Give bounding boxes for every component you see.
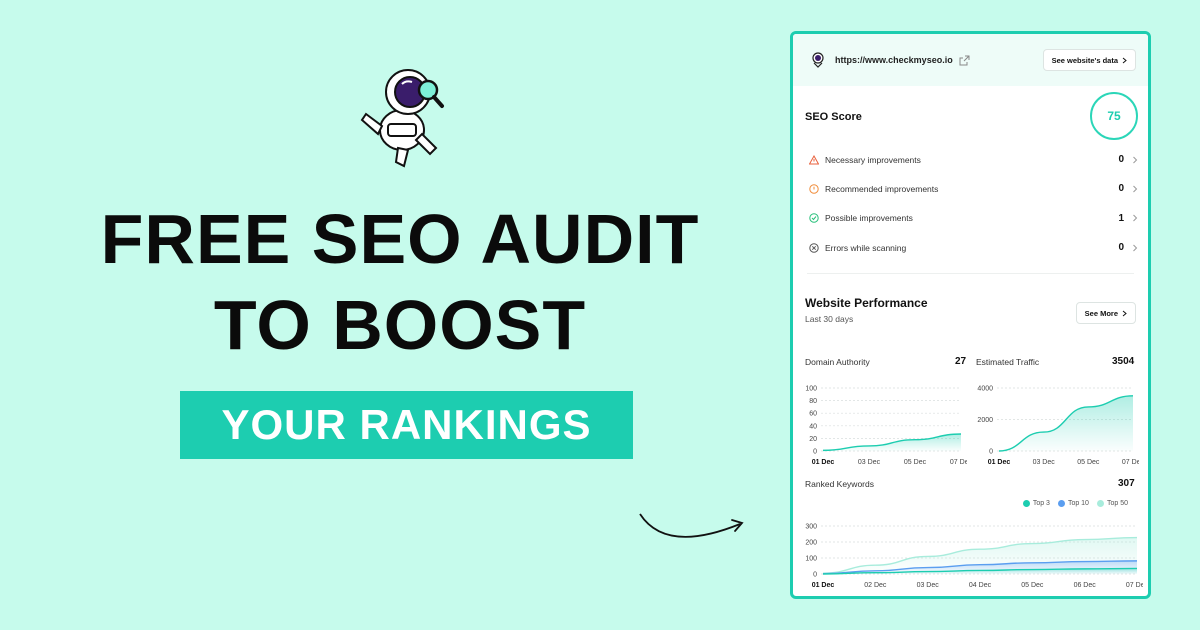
- improvement-label: Recommended improvements: [825, 183, 939, 194]
- alert-circle-icon: [809, 184, 819, 194]
- x-tick-label: 06 Dec: [1074, 582, 1097, 589]
- chevron-right-icon: [1133, 156, 1138, 163]
- y-tick-label: 200: [805, 540, 817, 547]
- domain-authority-chart: 0 20 40 60 80 100 01 Dec 03 Dec 05 Dec 07 Dec: [805, 386, 967, 467]
- y-tick-label: 4000: [977, 386, 993, 393]
- performance-title: Website Performance: [805, 296, 928, 310]
- estimated-traffic-chart: 0 2000 4000 01 Dec 03 Dec 05 Dec 07 Dec: [977, 386, 1139, 467]
- seo-score-row: SEO Score 75: [805, 92, 1138, 142]
- performance-subtitle: Last 30 days: [805, 314, 854, 324]
- x-tick-label: 01 Dec: [812, 459, 835, 466]
- x-tick-label: 02 Dec: [864, 582, 887, 589]
- x-tick-label: 03 Dec: [858, 459, 881, 466]
- keywords-legend: Top 3 Top 10 Top 50: [1022, 500, 1128, 507]
- x-tick-label: 05 Dec: [904, 459, 927, 466]
- x-tick-label: 07 Dec: [1122, 459, 1139, 466]
- seo-score-title: SEO Score: [805, 111, 862, 123]
- chevron-right-icon: [1122, 57, 1127, 63]
- headline-line-1: FREE SEO AUDIT: [100, 200, 700, 278]
- x-circle-icon: [809, 242, 819, 253]
- series-line: [998, 395, 1134, 452]
- astronaut-avatar-icon: [812, 52, 824, 68]
- ranked-keywords-value: 307: [1118, 478, 1135, 489]
- seo-score-ring: 75: [1090, 92, 1138, 140]
- site-url: https://www.checkmyseo.io: [835, 55, 953, 65]
- improvement-recommended[interactable]: Recommended improvements 0: [809, 174, 1138, 203]
- warning-triangle-icon: [809, 154, 819, 165]
- y-tick-label: 40: [809, 423, 817, 430]
- improvement-necessary[interactable]: Necessary improvements 0: [809, 145, 1138, 174]
- estimated-traffic-label: Estimated Traffic: [976, 357, 1040, 367]
- x-tick-label: 01 Dec: [988, 459, 1011, 466]
- legend-label: Top 3: [1032, 500, 1050, 507]
- x-tick-label: 03 Dec: [917, 582, 940, 589]
- seo-dashboard-card: https://www.checkmyseo.io See website's …: [790, 31, 1151, 599]
- x-tick-label: 03 Dec: [1033, 459, 1056, 466]
- x-tick-label: 07 Dec: [1126, 582, 1143, 589]
- estimated-traffic-value: 3504: [1112, 356, 1135, 367]
- x-tick-label: 01 Dec: [812, 582, 835, 589]
- x-tick-label: 04 Dec: [969, 582, 992, 589]
- y-tick-label: 300: [805, 524, 817, 531]
- domain-authority-value: 27: [955, 356, 967, 367]
- legend-label: Top 50: [1106, 500, 1128, 507]
- domain-authority-label: Domain Authority: [805, 357, 870, 367]
- improvement-count: 0: [1118, 242, 1124, 254]
- y-tick-label: 0: [989, 449, 993, 456]
- ranked-keywords-chart: 0 100 200 300 01 Dec 02 Dec 03 Dec 04 Dec 05 Dec…: [805, 524, 1143, 590]
- y-tick-label: 60: [809, 411, 817, 418]
- improvement-count: 1: [1118, 212, 1124, 224]
- curved-arrow-icon: [639, 513, 744, 538]
- legend-top-3: Top 3: [1022, 500, 1050, 507]
- chevron-right-icon: [1122, 310, 1127, 316]
- y-tick-label: 20: [809, 436, 817, 443]
- ranked-keywords-label: Ranked Keywords: [805, 479, 874, 489]
- chevron-right-icon: [1133, 214, 1138, 222]
- legend-top-50: Top 50: [1096, 500, 1128, 507]
- tagline-banner: YOUR RANKINGS: [180, 391, 633, 459]
- see-more-label: See More: [1084, 308, 1118, 318]
- improvement-label: Possible improvements: [825, 213, 913, 224]
- improvement-label: Errors while scanning: [825, 242, 907, 253]
- x-tick-label: 05 Dec: [1021, 582, 1044, 589]
- headline-line-2: TO BOOST: [213, 286, 587, 364]
- astronaut-illustration: [360, 69, 444, 168]
- see-website-data-label: See website's data: [1051, 55, 1118, 65]
- headline: FREE SEO AUDIT TO BOOST: [60, 196, 740, 368]
- series-line: [822, 536, 1138, 574]
- x-tick-label: 05 Dec: [1077, 459, 1100, 466]
- see-website-data-button[interactable]: See website's data: [1042, 49, 1136, 71]
- legend-top-10: Top 10: [1057, 500, 1089, 507]
- y-tick-label: 100: [805, 556, 817, 563]
- series-line: [822, 567, 1138, 575]
- series-line: [822, 560, 1138, 575]
- y-tick-label: 100: [805, 386, 817, 393]
- series-area: [999, 395, 1133, 451]
- card-header: https://www.checkmyseo.io See website's …: [793, 34, 1148, 86]
- x-tick-label: 07 Dec: [950, 459, 967, 466]
- y-tick-label: 80: [809, 398, 817, 405]
- check-circle-icon: [809, 213, 819, 223]
- legend-label: Top 10: [1067, 500, 1089, 507]
- divider: [807, 273, 1134, 274]
- series-line: [822, 433, 962, 452]
- improvement-possible[interactable]: Possible improvements 1: [809, 204, 1138, 233]
- external-link-icon[interactable]: [959, 55, 970, 66]
- improvement-count: 0: [1118, 154, 1124, 166]
- tagline-text: YOUR RANKINGS: [221, 401, 592, 448]
- y-tick-label: 0: [813, 449, 817, 456]
- see-more-button[interactable]: See More: [1075, 302, 1136, 324]
- chevron-right-icon: [1133, 185, 1138, 193]
- seo-score-value: 75: [1107, 109, 1121, 123]
- improvement-errors[interactable]: Errors while scanning 0: [809, 233, 1138, 262]
- chevron-right-icon: [1133, 244, 1138, 251]
- y-tick-label: 2000: [977, 417, 993, 424]
- improvement-count: 0: [1118, 183, 1124, 195]
- y-tick-label: 0: [813, 572, 817, 579]
- improvements-list: Necessary improvements 0 Recommended imp…: [809, 145, 1138, 262]
- improvement-label: Necessary improvements: [825, 154, 921, 165]
